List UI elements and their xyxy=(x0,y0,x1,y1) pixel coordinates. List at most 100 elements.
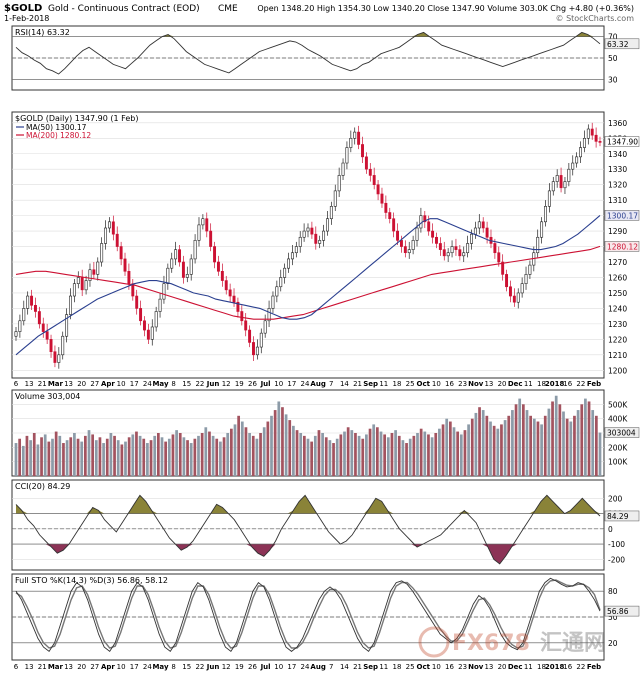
volume-bar xyxy=(200,433,204,476)
y-tick-label: 1270 xyxy=(608,258,627,267)
volume-bar xyxy=(36,444,40,476)
x-tick-label-lower: 20 xyxy=(498,663,507,671)
candle-body xyxy=(314,233,318,244)
y-tick-label: 1340 xyxy=(608,150,627,159)
x-tick-label-lower: 10 xyxy=(432,663,441,671)
x-tick-label-lower: 20 xyxy=(77,663,86,671)
volume-bar xyxy=(456,431,460,476)
volume-bar xyxy=(339,434,343,476)
volume-bar xyxy=(540,424,543,476)
candle-body xyxy=(512,295,516,303)
volume-bar xyxy=(580,404,584,476)
candle-body xyxy=(540,221,544,238)
volume-bar xyxy=(591,410,595,476)
candle-body xyxy=(96,261,100,275)
volume-bar xyxy=(521,404,525,476)
candle-body xyxy=(345,147,349,164)
candle-body xyxy=(322,230,326,241)
volume-bar xyxy=(94,440,98,476)
cci-value-tag-box xyxy=(604,510,640,522)
x-tick-label-upper: Jun xyxy=(206,380,220,388)
x-tick-label-lower: 7 xyxy=(329,663,333,671)
candle-body xyxy=(376,184,380,195)
volume-bar xyxy=(189,443,193,476)
candle-body xyxy=(536,236,540,254)
x-tick-label-upper: 21 xyxy=(38,380,47,388)
candle-body xyxy=(353,131,357,139)
chart-date: 1-Feb-2018 xyxy=(4,14,49,23)
volume-bar xyxy=(222,437,226,476)
x-tick-label-upper: Jul xyxy=(260,380,271,388)
candle-body xyxy=(361,144,364,158)
y-tick-label: 1360 xyxy=(608,119,627,128)
candle-body xyxy=(364,156,368,170)
volume-bar xyxy=(470,418,474,476)
volume-bar xyxy=(587,401,591,476)
volume-bar xyxy=(434,433,438,476)
candle-body xyxy=(92,269,96,275)
chart-header: $GOLD Gold - Continuous Contract (EOD) C… xyxy=(4,3,634,23)
candle-body xyxy=(329,206,333,220)
candle-body xyxy=(174,249,178,260)
candle-body xyxy=(143,320,146,331)
candle-body xyxy=(294,246,298,254)
candle-body xyxy=(318,240,322,244)
volume-bar xyxy=(452,427,456,476)
x-tick-label-lower: Feb xyxy=(587,663,601,671)
x-tick-label-upper: 8 xyxy=(171,380,175,388)
candle-body xyxy=(41,323,45,332)
volume-bar xyxy=(193,438,197,476)
candle-body xyxy=(368,168,372,176)
volume-bar xyxy=(372,424,376,476)
volume-bar xyxy=(408,438,412,476)
volume-bar xyxy=(142,438,146,476)
ma50-value-tag: 1300.17 xyxy=(607,211,638,220)
x-tick-label-upper: 11 xyxy=(524,380,533,388)
volume-bar xyxy=(354,433,357,476)
candle-body xyxy=(170,258,174,269)
candle-body xyxy=(302,230,306,238)
candle-body xyxy=(462,252,466,257)
volume-bar xyxy=(343,431,346,476)
y-tick-label: 1220 xyxy=(608,335,627,344)
candle-body xyxy=(209,230,213,247)
volume-bar xyxy=(32,433,36,476)
volume-bar xyxy=(416,433,419,476)
candle-body xyxy=(178,249,181,263)
volume-bar xyxy=(149,440,153,476)
y-tick-label: 1260 xyxy=(608,273,627,282)
volume-bar xyxy=(463,430,467,476)
candle-body xyxy=(139,308,143,322)
candle-body xyxy=(193,240,197,260)
candle-body xyxy=(470,233,473,244)
volume-bar xyxy=(83,435,87,476)
volume-bar xyxy=(135,431,138,476)
panel-title: RSI(14) 63.32 xyxy=(15,28,70,37)
x-tick-label-lower: 13 xyxy=(484,663,493,671)
volume-bar xyxy=(292,425,295,476)
volume-bar xyxy=(481,410,485,476)
candle-body xyxy=(162,283,166,300)
volume-bar xyxy=(116,440,120,476)
y-tick-label: 500K xyxy=(608,400,628,409)
rsi-value-tag-box xyxy=(604,38,640,50)
x-tick-label-lower: 10 xyxy=(117,663,126,671)
volume-bar xyxy=(438,428,441,476)
volume-bar xyxy=(113,435,116,476)
candle-body xyxy=(189,258,193,275)
y-tick-label: -100 xyxy=(608,540,625,549)
candle-body xyxy=(107,221,111,229)
candle-body xyxy=(481,221,485,229)
candle-body xyxy=(357,131,361,145)
volume-bar xyxy=(328,440,332,476)
volume-value-tag-box xyxy=(604,427,640,438)
candle-body xyxy=(392,218,396,232)
fx678-watermark: FX678 汇通网 xyxy=(418,626,606,658)
volume-bar xyxy=(127,437,131,476)
volume-bar xyxy=(262,427,266,476)
x-tick-label-upper: 17 xyxy=(287,380,296,388)
volume-bar xyxy=(562,411,565,476)
candle-body xyxy=(248,329,252,343)
candle-body xyxy=(419,215,423,229)
candle-body xyxy=(579,147,582,158)
